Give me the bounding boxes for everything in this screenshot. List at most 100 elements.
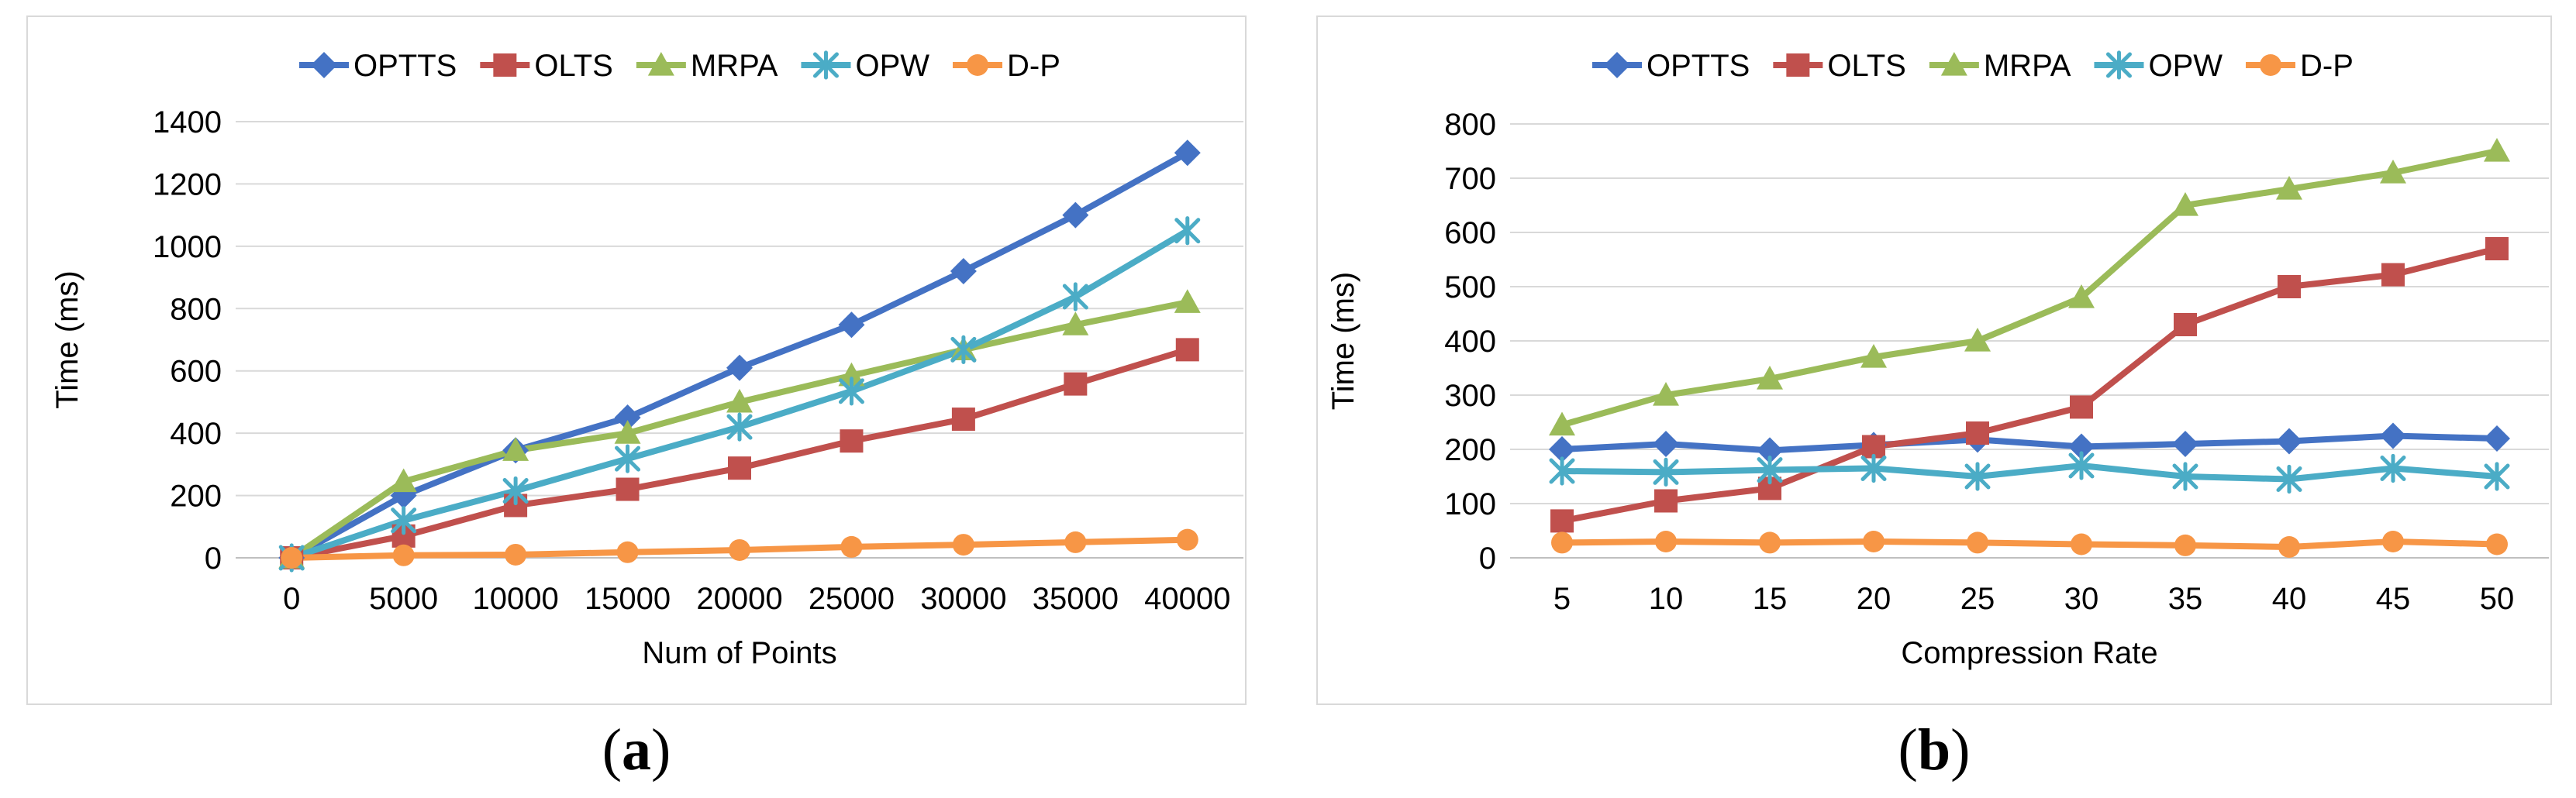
chart-b-point-opw <box>1860 453 1887 483</box>
chart-a-y-tick-label: 200 <box>170 480 222 514</box>
chart-b-point-olts <box>1550 509 1574 533</box>
chart-a-point-opw <box>1174 216 1201 246</box>
chart-b-point-optts <box>2276 428 2302 455</box>
chart-b-series-line-optts <box>1561 432 2498 454</box>
chart-a-x-tick-label: 5000 <box>369 582 438 616</box>
chart-b-point-d-p <box>2278 536 2300 558</box>
chart-b-point-d-p <box>2174 534 2196 556</box>
chart-b-y-tick-label: 500 <box>1444 270 1496 304</box>
chart-a-point-mrpa <box>726 388 753 413</box>
chart-a-legend-item-optts: OPTTS <box>299 49 457 83</box>
chart-b-point-mrpa <box>1860 344 1887 368</box>
chart-a-point-olts <box>616 477 640 501</box>
chart-a-point-opw <box>391 506 417 535</box>
chart-b-svg: 0 100 200 300 400 500 600 700 800 5 10 15 20 25 30 35 40… <box>1326 49 2549 670</box>
chart-a-legend-swatch-marker <box>812 50 839 80</box>
chart-b-point-mrpa <box>1757 366 1783 390</box>
chart-a-legend-label: OPW <box>855 49 929 83</box>
chart-b-point-optts <box>2484 425 2510 452</box>
chart-a-point-d-p <box>392 544 415 566</box>
chart-a-point-optts <box>1062 201 1089 229</box>
chart-a-legend-item-opw: OPW <box>801 49 929 83</box>
chart-b-point-d-p <box>1863 531 1885 552</box>
chart-b-x-tick-label: 30 <box>2064 582 2099 616</box>
chart-b-x-tick-label: 50 <box>2480 582 2515 616</box>
chart-b-point-mrpa <box>1549 411 1575 436</box>
chart-b-point-mrpa <box>2484 138 2510 162</box>
chart-b-point-mrpa <box>1964 328 1991 352</box>
chart-b-x-tick-label: 40 <box>2272 582 2307 616</box>
caption-a-close: ) <box>651 717 671 783</box>
chart-b-legend-label: OPW <box>2148 49 2223 83</box>
chart-b-x-tick-label: 25 <box>1960 582 1995 616</box>
chart-a-x-axis-title: Num of Points <box>642 636 836 670</box>
chart-a-point-opw <box>1062 282 1088 311</box>
chart-a-point-mrpa <box>614 420 641 444</box>
chart-a-point-d-p <box>840 535 863 558</box>
chart-b-y-tick-label: 100 <box>1444 487 1496 521</box>
chart-a-svg: 0 200 400 600 800 1000 1200 1400 0 5000 10000 15000… <box>50 49 1243 670</box>
chart-a-point-opw <box>502 476 529 506</box>
chart-b-legend-swatch-marker <box>1940 52 1967 76</box>
chart-a-point-opw <box>615 444 641 473</box>
chart-b-point-olts <box>2278 275 2301 298</box>
chart-b-x-tick-label: 35 <box>2168 582 2203 616</box>
chart-b-y-axis-title: Time (ms) <box>1326 272 1360 410</box>
chart-a-point-mrpa <box>1062 311 1089 335</box>
chart-a-point-optts <box>614 404 641 432</box>
chart-a-legend-label: OLTS <box>534 49 613 83</box>
chart-a-point-optts <box>950 258 977 285</box>
chart-a-point-olts <box>951 408 975 432</box>
chart-a-point-olts <box>1064 372 1088 396</box>
chart-b-point-mrpa <box>2172 192 2198 216</box>
chart-b-point-mrpa <box>1653 382 1679 406</box>
chart-a-legend-item-d-p: D-P <box>953 49 1060 83</box>
chart-b-legend-label: OLTS <box>1827 49 1906 83</box>
chart-a-x-tick-label: 0 <box>283 582 300 616</box>
chart-a-series-points-optts <box>278 139 1201 571</box>
chart-a-y-tick-label: 1400 <box>153 105 222 139</box>
chart-a-point-mrpa <box>1174 289 1201 313</box>
chart-b-point-opw <box>1653 457 1679 487</box>
chart-b-point-optts <box>1653 431 1679 457</box>
chart-a-point-optts <box>726 354 753 381</box>
chart-a-legend-swatch-marker <box>311 52 337 78</box>
caption-a-letter: a <box>622 717 651 783</box>
chart-a-x-tick-label: 20000 <box>696 582 782 616</box>
chart-b-y-tick-label: 600 <box>1444 216 1496 250</box>
chart-panel-a: 0 200 400 600 800 1000 1200 1400 0 5000 10000 15000… <box>26 15 1247 705</box>
chart-b-point-mrpa <box>2380 160 2406 184</box>
chart-a-x-tick-label: 15000 <box>585 582 671 616</box>
chart-a-legend-label: OPTTS <box>353 49 457 83</box>
chart-a-y-tick-label: 400 <box>170 417 222 451</box>
caption-b-close: ) <box>1950 717 1971 783</box>
chart-b-point-optts <box>1549 436 1575 463</box>
chart-b-point-opw <box>2276 464 2302 494</box>
caption-a: (a) <box>520 717 753 784</box>
chart-a-series-points-d-p <box>281 528 1198 569</box>
chart-b-legend-item-opw: OPW <box>2094 49 2223 83</box>
chart-b-point-opw <box>1964 462 1991 491</box>
chart-b-y-tick-label: 400 <box>1444 325 1496 359</box>
chart-b-point-olts <box>1966 421 1989 445</box>
chart-b-point-olts <box>2070 395 2093 419</box>
chart-panel-b: 0 100 200 300 400 500 600 700 800 5 10 15 20 25 30 35 40… <box>1316 15 2552 705</box>
chart-b-point-opw <box>2172 462 2198 491</box>
chart-a-point-optts <box>838 311 865 339</box>
chart-a-x-tick-label: 35000 <box>1033 582 1119 616</box>
chart-a-point-mrpa <box>502 437 529 461</box>
chart-a-y-axis-title: Time (ms) <box>50 270 84 408</box>
chart-b-legend-swatch-marker <box>2260 54 2282 76</box>
chart-b-legend-label: MRPA <box>1984 49 2071 83</box>
chart-a-point-olts <box>1175 338 1199 362</box>
chart-a-y-tick-label: 600 <box>170 355 222 389</box>
chart-b-y-tick-label: 800 <box>1444 108 1496 142</box>
caption-b-open: ( <box>1898 717 1918 783</box>
chart-b-series-line-opw <box>1561 463 2498 483</box>
chart-b-legend-swatch-marker <box>1786 53 1810 77</box>
chart-b-x-tick-label: 45 <box>2376 582 2411 616</box>
chart-a-legend-swatch-marker <box>493 53 517 77</box>
chart-b-legend-label: D-P <box>2300 49 2354 83</box>
chart-b-point-optts <box>2068 433 2095 460</box>
chart-b-point-mrpa <box>2068 284 2095 308</box>
